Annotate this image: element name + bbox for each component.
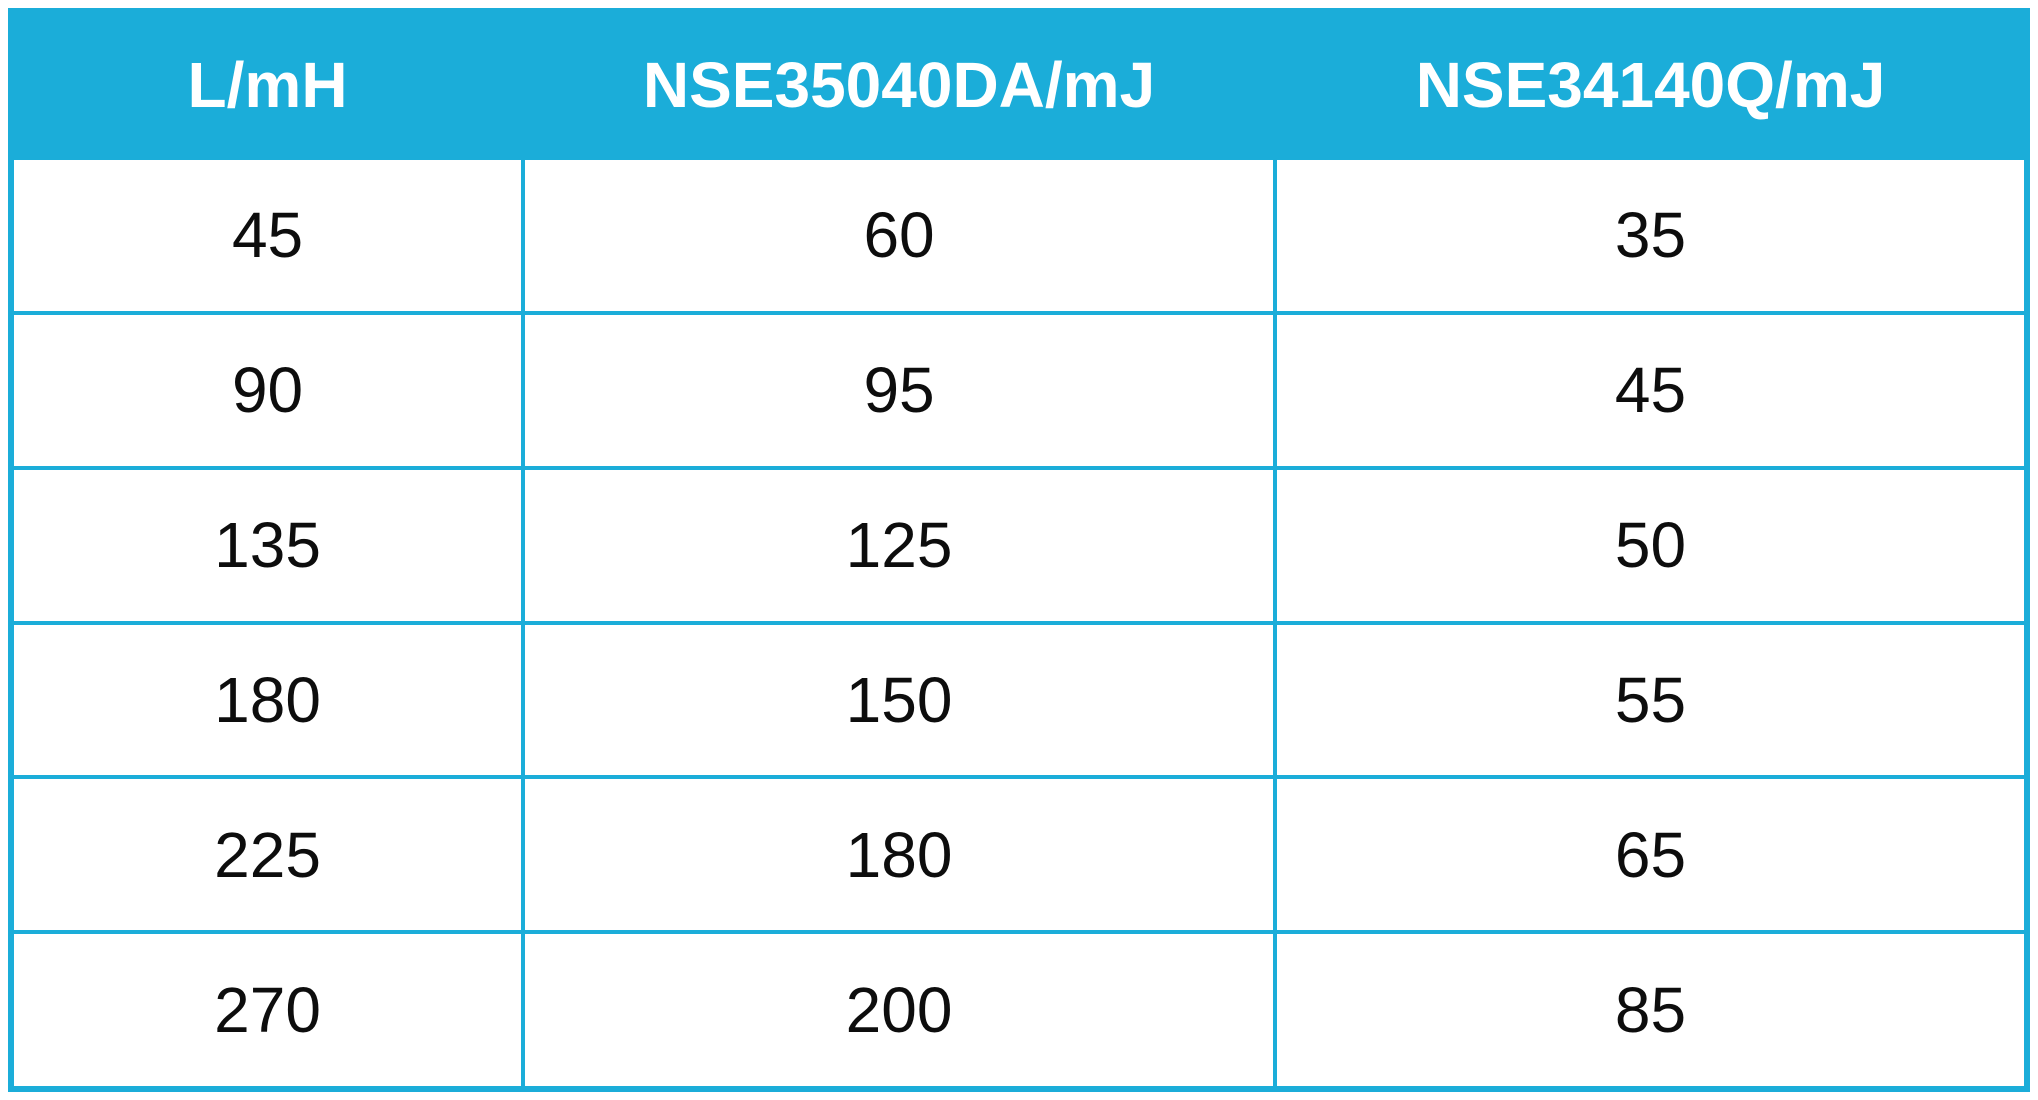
table-cell: 50 bbox=[1273, 465, 2029, 625]
table-cell: 95 bbox=[521, 310, 1278, 470]
column-header-l-mh: L/mH bbox=[8, 9, 526, 160]
column-header-nse35040da-mj: NSE35040DA/mJ bbox=[521, 9, 1278, 160]
table-cell: 65 bbox=[1273, 775, 2029, 935]
inductance-energy-table: L/mH NSE35040DA/mJ NSE34140Q/mJ 45 60 35… bbox=[8, 8, 2030, 1092]
table-cell: 180 bbox=[521, 775, 1278, 935]
table-cell: 45 bbox=[8, 156, 526, 315]
table-cell: 150 bbox=[521, 620, 1278, 780]
table-cell: 200 bbox=[521, 930, 1278, 1091]
table-cell: 45 bbox=[1273, 310, 2029, 470]
table-cell: 60 bbox=[521, 156, 1278, 315]
header-row: L/mH NSE35040DA/mJ NSE34140Q/mJ bbox=[8, 9, 2029, 160]
table-cell: 55 bbox=[1273, 620, 2029, 780]
table-row: 90 95 45 bbox=[8, 310, 2029, 470]
table-cell: 225 bbox=[8, 775, 526, 935]
table-cell: 135 bbox=[8, 465, 526, 625]
table-row: 225 180 65 bbox=[8, 775, 2029, 935]
table-row: 180 150 55 bbox=[8, 620, 2029, 780]
table-row: 135 125 50 bbox=[8, 465, 2029, 625]
table-cell: 90 bbox=[8, 310, 526, 470]
table-cell: 125 bbox=[521, 465, 1278, 625]
table-row: 270 200 85 bbox=[8, 930, 2029, 1091]
column-header-nse34140q-mj: NSE34140Q/mJ bbox=[1273, 9, 2029, 160]
table-row: 45 60 35 bbox=[8, 156, 2029, 315]
table-cell: 35 bbox=[1273, 156, 2029, 315]
table-cell: 270 bbox=[8, 930, 526, 1091]
table-cell: 180 bbox=[8, 620, 526, 780]
table-cell: 85 bbox=[1273, 930, 2029, 1091]
